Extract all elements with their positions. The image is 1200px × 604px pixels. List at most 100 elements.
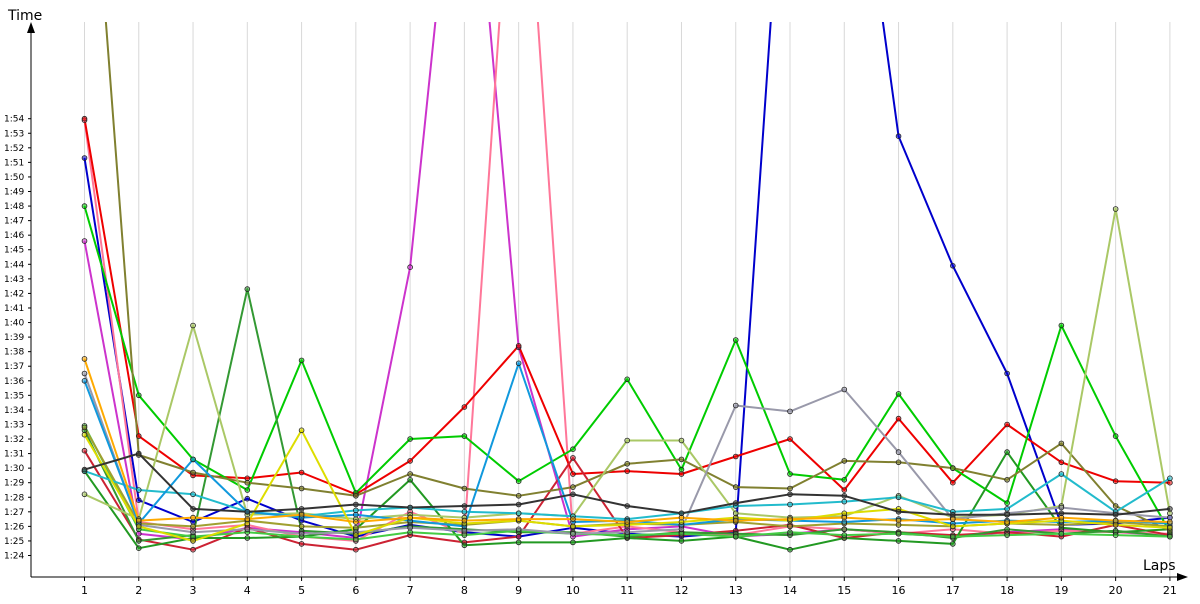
data-point xyxy=(732,337,739,343)
x-tick-label: 21 xyxy=(1163,584,1177,597)
data-point xyxy=(190,514,196,521)
data-point xyxy=(570,471,576,477)
x-tick-label: 13 xyxy=(729,584,743,597)
data-point xyxy=(515,478,522,485)
x-tick-label: 4 xyxy=(244,584,251,597)
data-point xyxy=(81,431,88,438)
x-tick-label: 6 xyxy=(352,584,359,597)
x-tick-label: 3 xyxy=(190,584,197,597)
data-point xyxy=(624,376,630,383)
data-point xyxy=(841,526,848,533)
x-tick-label: 10 xyxy=(566,584,580,597)
data-point xyxy=(732,453,739,460)
data-point xyxy=(950,533,956,540)
data-point xyxy=(570,446,576,453)
data-point xyxy=(81,356,88,362)
data-point xyxy=(841,476,848,483)
y-tick-label: 1:53 xyxy=(4,129,24,139)
data-point xyxy=(1167,533,1173,540)
y-tick-label: 1:41 xyxy=(4,304,24,314)
data-point xyxy=(461,517,468,524)
data-point xyxy=(570,484,576,490)
data-point xyxy=(895,494,902,501)
data-point xyxy=(515,492,522,499)
data-point xyxy=(895,530,902,537)
data-point xyxy=(841,532,848,538)
data-point xyxy=(81,203,88,209)
y-tick-label: 1:48 xyxy=(4,202,24,212)
data-point xyxy=(407,514,413,521)
x-tick-label: 16 xyxy=(892,584,906,597)
data-point xyxy=(515,342,522,349)
data-point xyxy=(81,115,88,122)
data-point xyxy=(298,541,305,547)
data-point xyxy=(190,523,196,530)
data-point xyxy=(624,519,630,525)
data-point xyxy=(298,469,305,476)
data-point xyxy=(1112,478,1119,485)
x-tick-label: 9 xyxy=(515,584,522,597)
data-point xyxy=(1167,475,1173,482)
data-point xyxy=(678,437,685,444)
data-point xyxy=(678,456,685,463)
data-point xyxy=(135,392,142,399)
data-point xyxy=(515,539,522,546)
data-point xyxy=(1167,524,1173,531)
data-point xyxy=(1004,519,1010,525)
x-tick-label: 18 xyxy=(1000,584,1014,597)
y-tick-label: 1:38 xyxy=(4,348,24,358)
x-tick-label: 8 xyxy=(461,584,468,597)
data-point xyxy=(787,546,793,553)
data-point xyxy=(244,479,251,486)
data-point xyxy=(570,455,576,461)
data-point xyxy=(244,286,251,292)
data-point xyxy=(570,530,576,537)
data-point xyxy=(570,516,576,522)
data-point xyxy=(135,517,142,524)
data-point xyxy=(353,519,359,525)
data-point xyxy=(1004,532,1010,538)
data-point xyxy=(624,460,630,467)
data-point xyxy=(1167,506,1173,512)
data-point xyxy=(1058,440,1065,447)
data-point xyxy=(1004,506,1010,512)
data-point xyxy=(81,238,88,244)
y-tick-label: 1:30 xyxy=(4,464,24,474)
y-tick-label: 1:54 xyxy=(4,115,24,125)
data-point xyxy=(461,485,468,492)
data-point xyxy=(81,377,88,384)
y-tick-label: 1:40 xyxy=(4,319,24,329)
data-point xyxy=(1004,500,1010,506)
data-point xyxy=(81,155,88,161)
data-point xyxy=(135,487,142,493)
data-point xyxy=(895,133,902,140)
data-point xyxy=(353,532,359,538)
data-point xyxy=(950,541,956,547)
data-point xyxy=(895,449,902,455)
data-point xyxy=(841,487,848,493)
data-point xyxy=(353,546,359,553)
data-point xyxy=(624,437,630,444)
data-point xyxy=(461,508,468,515)
data-point xyxy=(190,506,196,512)
data-point xyxy=(732,402,739,409)
y-tick-label: 1:46 xyxy=(4,231,24,241)
x-tick-label: 5 xyxy=(298,584,305,597)
data-point xyxy=(1058,471,1065,477)
data-point xyxy=(950,511,956,518)
data-point xyxy=(81,370,88,377)
data-point xyxy=(624,468,630,474)
y-tick-labels: 1:24 1:25 1:26 1:27 1:28 1:29 1:30 1:31 1:32 1:33… xyxy=(4,115,31,562)
x-tick-label: 11 xyxy=(620,584,634,597)
y-tick-label: 1:34 xyxy=(4,406,24,416)
data-point xyxy=(1112,517,1119,524)
data-point xyxy=(135,538,142,544)
data-point xyxy=(190,546,196,553)
data-point xyxy=(515,501,522,508)
data-point xyxy=(787,501,793,508)
y-tick-label: 1:47 xyxy=(4,217,24,227)
data-point xyxy=(298,427,305,434)
data-point xyxy=(570,539,576,546)
data-point xyxy=(895,459,902,466)
